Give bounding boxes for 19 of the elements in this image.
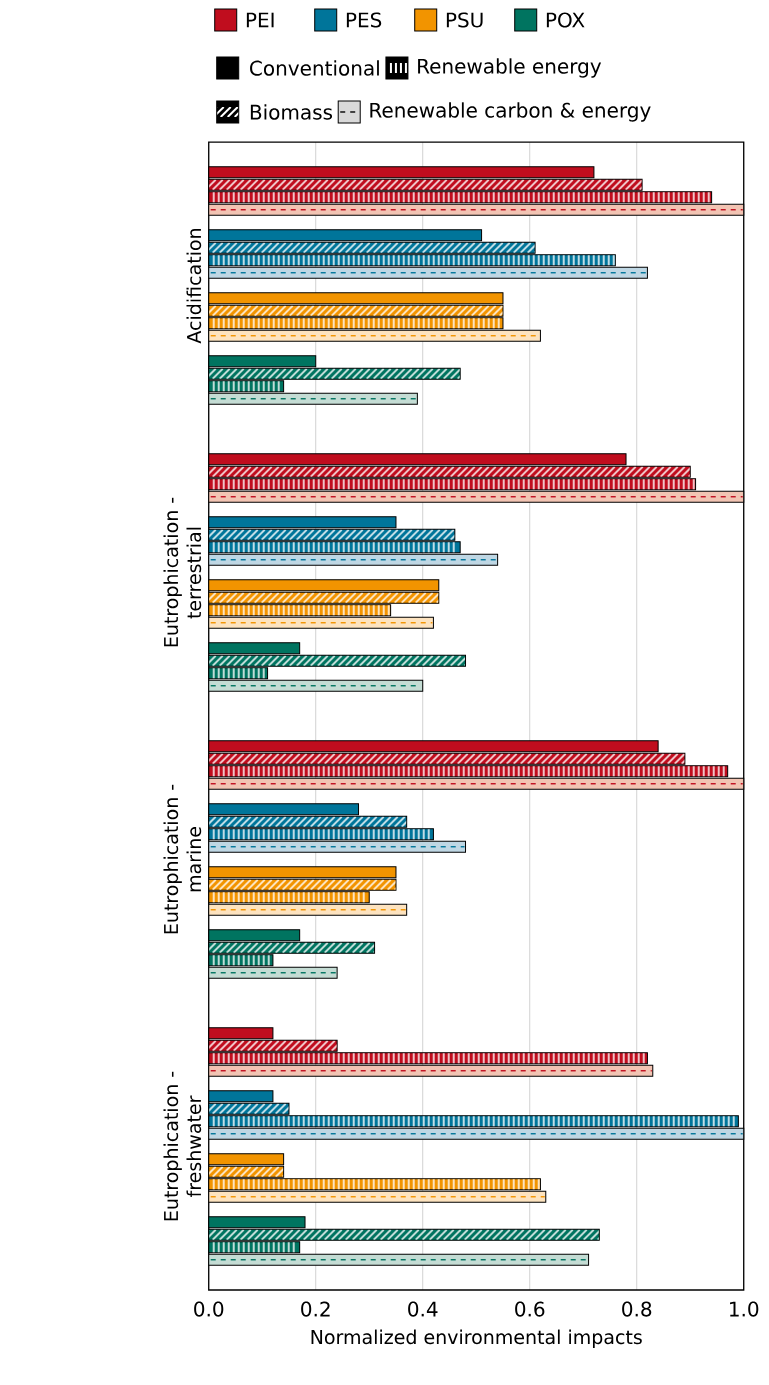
x-tick-label: 1.0 bbox=[730, 1301, 759, 1317]
legend-label: PES bbox=[347, 12, 382, 28]
text: Renewable carbon & energy bbox=[370, 102, 651, 122]
y-tick-label: Eutrophication - terrestrial bbox=[163, 497, 202, 647]
x-tick-label: 0.4 bbox=[408, 1301, 438, 1317]
legend-label: PSU bbox=[447, 12, 483, 28]
legend-label: POX bbox=[547, 12, 585, 28]
y-tick-label: Acidification bbox=[186, 229, 202, 344]
x-tick-label: 0.8 bbox=[622, 1301, 652, 1317]
x-tick-label: 0.0 bbox=[194, 1301, 224, 1317]
legend-label: PEI bbox=[247, 12, 274, 28]
x-tick-label: 0.2 bbox=[301, 1301, 330, 1317]
x-axis-title: Normalized environmental impacts bbox=[311, 1329, 642, 1348]
y-tick-label: Eutrophication - freshwater bbox=[163, 1071, 202, 1221]
text: Biomass bbox=[251, 104, 333, 120]
text: Conventional bbox=[250, 60, 380, 76]
x-tick-label: 0.6 bbox=[515, 1301, 545, 1317]
y-tick-label: Eutrophication - marine bbox=[163, 784, 202, 934]
text: Renewable energy bbox=[418, 58, 602, 78]
